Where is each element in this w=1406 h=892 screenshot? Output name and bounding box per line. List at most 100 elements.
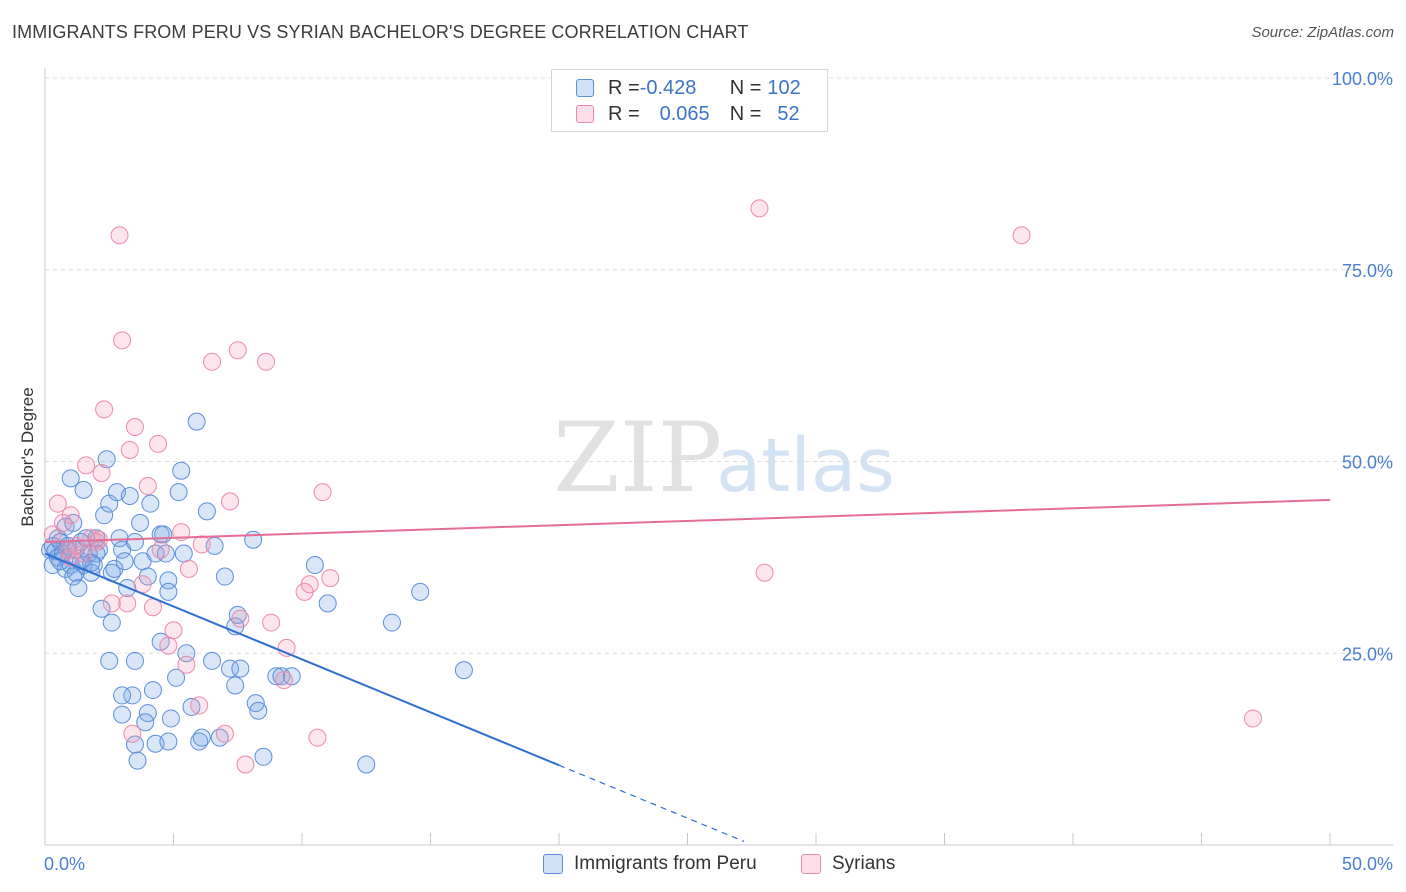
syrian-swatch: [576, 105, 594, 123]
peru-point: [154, 525, 173, 544]
peru-point: [92, 599, 111, 618]
peru-point: [182, 697, 201, 716]
peru-points: [41, 412, 473, 774]
syrian-points: [43, 199, 1262, 774]
peru-point: [143, 681, 162, 700]
peru-point: [128, 751, 147, 770]
peru-point: [169, 483, 188, 502]
syrian-point: [74, 544, 93, 563]
source-label: Source: ZipAtlas.com: [1251, 24, 1394, 41]
syrian-point: [125, 417, 144, 436]
legend-n-value-peru: 102: [767, 76, 801, 99]
legend-r-label: R =: [608, 102, 640, 125]
peru-point: [64, 567, 83, 586]
syrian-point: [149, 434, 168, 453]
peru-swatch: [576, 79, 594, 97]
legend-r-value-peru: -0.428: [639, 76, 697, 99]
syrian-point: [308, 728, 327, 747]
syrian-trend-line: [44, 498, 1331, 544]
syrian-point: [1012, 226, 1031, 245]
syrian-point: [102, 594, 121, 613]
peru-point: [97, 450, 116, 469]
peru-point: [100, 651, 119, 670]
syrian-point: [110, 226, 129, 245]
syrian-point: [151, 540, 170, 559]
syrian-point: [95, 400, 114, 419]
syrian-point: [321, 569, 340, 588]
peru-point: [192, 728, 211, 747]
syrian-point: [43, 525, 62, 544]
syrian-point: [750, 199, 769, 218]
peru-point: [454, 661, 473, 680]
peru-point: [113, 705, 132, 724]
peru-point: [167, 668, 186, 687]
peru-point: [203, 651, 222, 670]
syrian-point: [313, 483, 332, 502]
syrian-point: [133, 575, 152, 594]
syrian-point: [215, 724, 234, 743]
trend-lines: [44, 498, 1331, 842]
peru-point: [136, 713, 155, 732]
syrian-point: [262, 613, 281, 632]
peru-trend-line: [44, 552, 560, 767]
watermark-zip: ZIP: [553, 402, 722, 514]
syrian-point: [87, 533, 106, 552]
syrian-point: [179, 559, 198, 578]
peru-point: [105, 559, 124, 578]
syrian-point: [53, 513, 72, 532]
peru-point: [131, 513, 150, 532]
peru-point: [318, 594, 337, 613]
bottom-legend-syrians: Syrians: [801, 851, 895, 877]
stats-legend: R = -0.428 N = 102 R = 0.065 N = 52: [551, 69, 828, 132]
bottom-legend-peru: Immigrants from Peru: [543, 851, 757, 877]
syrian-point: [177, 655, 196, 674]
syrian-point: [300, 575, 319, 594]
peru-point: [125, 651, 144, 670]
watermark-atlas: atlas: [716, 423, 895, 509]
syrian-point: [203, 352, 222, 371]
syrian-point: [77, 456, 96, 475]
syrian-point: [190, 696, 209, 715]
syrian-point: [231, 609, 250, 628]
syrian-point: [172, 523, 191, 542]
syrian-point: [275, 671, 294, 690]
peru-point: [305, 556, 324, 575]
x-tick-label-max: 50.0%: [1342, 854, 1393, 874]
peru-point: [161, 709, 180, 728]
y-axis-label: Bachelor's Degree: [18, 387, 37, 526]
syrian-point: [61, 506, 80, 525]
syrian-legend-swatch: [801, 854, 821, 874]
peru-point: [187, 412, 206, 431]
syrian-point: [228, 341, 247, 360]
peru-point: [254, 747, 273, 766]
peru-point: [110, 529, 129, 548]
peru-point: [69, 579, 88, 598]
peru-point: [197, 502, 216, 521]
legend-n-label: N =: [729, 102, 762, 125]
legend-r-label: R =: [608, 76, 640, 99]
bottom-legend-syrians-label: Syrians: [832, 853, 896, 874]
syrian-point: [123, 724, 142, 743]
peru-point: [159, 732, 178, 751]
syrian-point: [164, 621, 183, 640]
legend-n-value-syrians: 52: [777, 102, 800, 125]
axes: [44, 68, 1393, 846]
peru-point: [174, 544, 193, 563]
gridlines: [45, 77, 1393, 654]
peru-legend-swatch: [543, 854, 563, 874]
peru-point: [159, 582, 178, 601]
syrian-point: [159, 636, 178, 655]
syrian-point: [113, 331, 132, 350]
syrian-point: [1243, 709, 1262, 728]
x-tick-label-min: 0.0%: [44, 854, 85, 874]
y-tick-label-50: 50.0%: [1342, 453, 1393, 473]
peru-point: [74, 480, 93, 499]
peru-point: [141, 494, 160, 513]
syrian-point: [755, 563, 774, 582]
peru-point: [226, 676, 245, 695]
syrian-point: [257, 352, 276, 371]
legend-n-label: N =: [729, 76, 762, 99]
peru-point: [244, 530, 263, 549]
legend-r-value-syrians: 0.065: [659, 102, 710, 125]
